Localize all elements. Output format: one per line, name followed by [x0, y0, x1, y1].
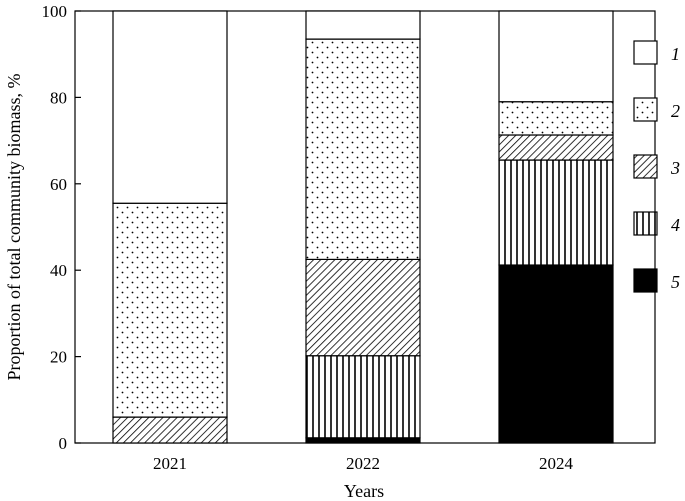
legend-item-2: 2: [633, 97, 680, 122]
y-tick-label: 20: [50, 348, 67, 367]
bar-segment-3-2022: [305, 258, 421, 357]
bar-segment-2-2022: [305, 38, 421, 261]
bar-segment-2-2021: [112, 202, 228, 418]
bar-segment-1-2022: [305, 10, 421, 40]
legend-item-1: 1: [633, 40, 680, 65]
bar-segment-3-2021: [112, 416, 228, 444]
legend-item-3: 3: [633, 154, 680, 179]
legend-label: 5: [671, 272, 680, 292]
x-tick-label: 2024: [539, 454, 574, 473]
legend-label: 4: [671, 215, 680, 235]
bar-segment-1-2021: [112, 10, 228, 204]
x-axis: 2021 2022 2024: [153, 437, 574, 473]
legend-swatch: [633, 211, 658, 236]
bar-segment-1-2024: [498, 10, 614, 103]
legend-item-4: 4: [633, 211, 680, 236]
bar-segment-5-2022: [305, 437, 421, 444]
bars: [112, 10, 614, 444]
y-tick-label: 60: [50, 175, 67, 194]
y-axis-title: Proportion of total community biomass, %: [4, 74, 24, 381]
legend-label: 2: [671, 101, 680, 121]
legend-swatch: [633, 268, 658, 293]
x-axis-title: Years: [344, 481, 384, 501]
bar-segment-5-2024: [498, 264, 614, 444]
legend: 1 2 3 4 5: [633, 40, 680, 293]
legend-swatch: [633, 40, 658, 65]
bar-segment-3-2024: [498, 134, 614, 161]
y-tick-label: 100: [42, 2, 68, 21]
legend-item-5: 5: [633, 268, 680, 293]
legend-label: 3: [670, 158, 680, 178]
legend-swatch: [633, 97, 658, 122]
y-tick-label: 40: [50, 261, 67, 280]
legend-swatch: [633, 154, 658, 179]
bar-stack-2021: [112, 10, 228, 444]
bar-stack-2022: [305, 10, 421, 444]
y-axis: 0 20 40 60 80 100: [42, 2, 81, 453]
y-tick-label: 0: [59, 434, 68, 453]
x-tick-label: 2021: [153, 454, 187, 473]
x-tick-label: 2022: [346, 454, 380, 473]
y-tick-label: 80: [50, 88, 67, 107]
bar-segment-4-2024: [498, 159, 614, 266]
bar-stack-2024: [498, 10, 614, 444]
bar-segment-4-2022: [305, 355, 421, 439]
legend-label: 1: [671, 44, 680, 64]
bar-segment-2-2024: [498, 101, 614, 136]
